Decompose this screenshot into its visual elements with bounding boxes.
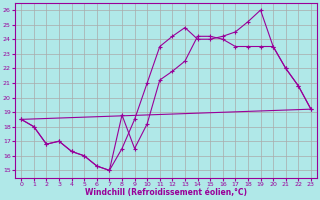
X-axis label: Windchill (Refroidissement éolien,°C): Windchill (Refroidissement éolien,°C): [85, 188, 247, 197]
